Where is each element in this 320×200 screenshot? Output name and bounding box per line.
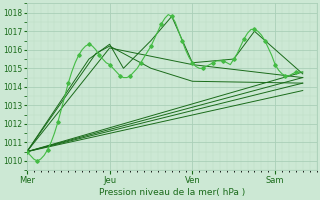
X-axis label: Pression niveau de la mer( hPa ): Pression niveau de la mer( hPa )	[99, 188, 245, 197]
